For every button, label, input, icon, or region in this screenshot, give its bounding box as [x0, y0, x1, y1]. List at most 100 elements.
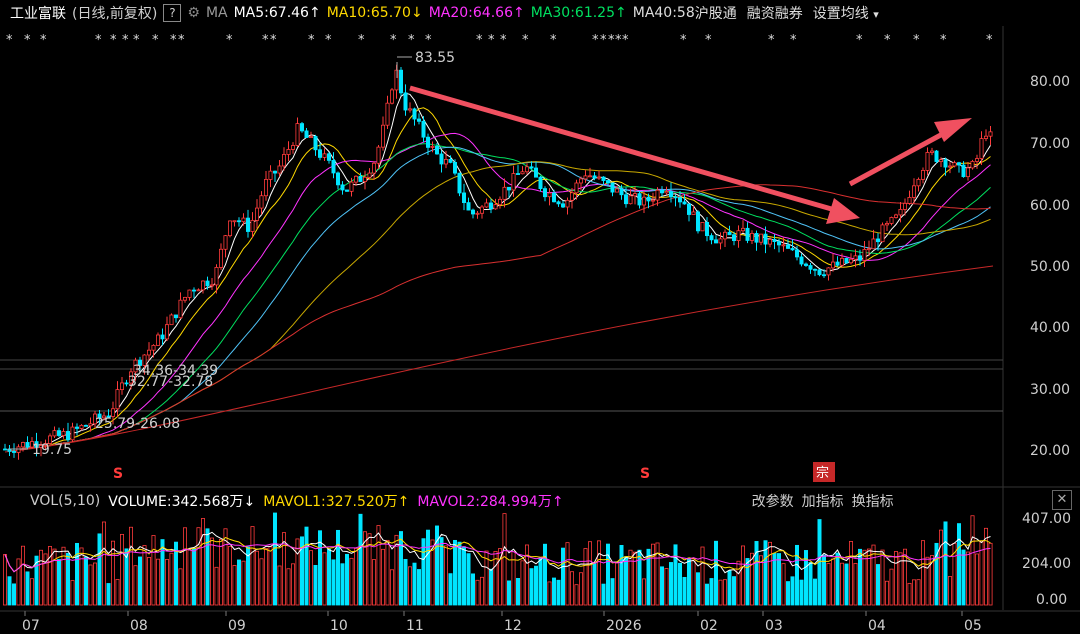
vol-indicator-name[interactable]: VOL(5,10)	[30, 493, 101, 509]
candle-body	[146, 349, 151, 356]
volume-bar	[84, 556, 89, 606]
volume-bar	[331, 559, 336, 606]
candle-body	[741, 227, 746, 232]
candle-body	[952, 162, 957, 167]
volume-bar	[106, 583, 111, 606]
candle-body	[340, 184, 345, 191]
candle-body	[624, 194, 629, 205]
candle-body	[48, 435, 53, 444]
volume-bar	[115, 579, 120, 606]
volume-bar	[20, 545, 25, 606]
price-tick-50: 50.00	[1030, 259, 1070, 275]
candle-body	[133, 359, 138, 373]
volume-bar	[988, 542, 993, 606]
candle-body	[457, 172, 462, 194]
low-annotation: 19.75	[8, 442, 72, 458]
volume-bar	[561, 547, 566, 606]
candle-body	[124, 382, 129, 385]
candle-body	[678, 197, 683, 203]
ma-label: MA	[205, 5, 228, 21]
volume-bar	[344, 553, 349, 606]
volume-bar	[939, 529, 944, 606]
svg-text:83.55: 83.55	[415, 50, 455, 66]
candle-body	[443, 158, 448, 165]
candle-body	[403, 92, 408, 111]
margin-button[interactable]: 融资融券	[746, 6, 803, 22]
close-icon[interactable]: ✕	[1052, 490, 1072, 510]
event-marker: *	[940, 33, 947, 48]
volume-bar	[187, 549, 192, 606]
candle-body	[705, 221, 710, 237]
candle-body	[745, 227, 750, 241]
candle-body	[826, 267, 831, 276]
volume-bar	[876, 564, 881, 606]
event-marker: *	[790, 33, 797, 48]
candle-body	[543, 188, 548, 198]
candle-body	[232, 220, 237, 223]
candle-body	[916, 178, 921, 187]
volume-bar	[385, 539, 390, 606]
volume-bar	[525, 544, 530, 606]
volume-bar	[75, 542, 80, 606]
volume-bar	[984, 527, 989, 606]
hgt-button[interactable]: 沪股通	[694, 6, 737, 22]
zong-marker-bg[interactable]	[813, 462, 835, 482]
ma120-line	[4, 184, 991, 452]
volume-bar	[853, 563, 858, 606]
candle-body	[858, 255, 863, 261]
volume-bar	[29, 578, 34, 606]
volume-bar	[930, 555, 935, 606]
ma30-value: MA30:61.25↑	[530, 5, 627, 21]
volume-bar	[461, 546, 466, 606]
event-marker: *	[592, 33, 599, 48]
switch-indicator-button[interactable]: 换指标	[851, 494, 894, 510]
chart-mode[interactable]: (日线,前复权)	[72, 6, 158, 22]
price-tick-30: 30.00	[1030, 382, 1070, 398]
volume-bar	[146, 557, 151, 606]
help-button[interactable]: ?	[163, 4, 182, 22]
ma30-line	[4, 143, 991, 452]
s-marker-1[interactable]: S	[113, 466, 123, 482]
edit-params-button[interactable]: 改参数	[751, 494, 794, 510]
volume-bar	[529, 568, 534, 606]
volume-bar	[214, 566, 219, 606]
settings-gear-icon[interactable]: ⚙	[187, 5, 200, 21]
stock-name[interactable]: 工业富联	[10, 6, 66, 22]
volume-bar	[583, 548, 588, 606]
volume-bar	[362, 531, 367, 606]
s-marker-2[interactable]: S	[640, 466, 650, 482]
volume-bar	[97, 533, 102, 606]
settings-ma-button[interactable]: 设置均线 ▾	[812, 6, 879, 22]
candle-body	[277, 165, 282, 174]
volume-bar	[574, 584, 579, 606]
candle-body	[930, 150, 935, 153]
volume-bar	[678, 562, 683, 606]
candle-body	[894, 214, 899, 218]
candle-body	[709, 235, 714, 241]
candle-body	[263, 179, 268, 197]
volume-bar	[844, 563, 849, 606]
volume-bar	[259, 558, 264, 606]
candle-body	[646, 196, 651, 202]
volume-bar	[565, 542, 570, 606]
candle-body	[272, 170, 277, 174]
add-indicator-button[interactable]: 加指标	[801, 494, 844, 510]
candle-body	[286, 149, 291, 155]
volume-bar	[889, 568, 894, 606]
volume-bar	[7, 576, 12, 606]
zong-marker[interactable]: 宗	[816, 465, 829, 481]
volume-bar	[921, 540, 926, 606]
month-02: 02	[700, 618, 718, 634]
candle-body	[66, 431, 71, 441]
event-marker: *	[262, 33, 269, 48]
volume-bar	[236, 559, 241, 606]
volume-bar	[205, 528, 210, 606]
price-tick-70: 70.00	[1030, 136, 1070, 152]
event-marker: *	[325, 33, 332, 48]
trend-arrow-up	[848, 118, 972, 187]
candle-body	[497, 198, 502, 206]
candle-body	[723, 231, 728, 240]
volume-bar	[102, 521, 107, 606]
candle-body	[943, 159, 948, 168]
